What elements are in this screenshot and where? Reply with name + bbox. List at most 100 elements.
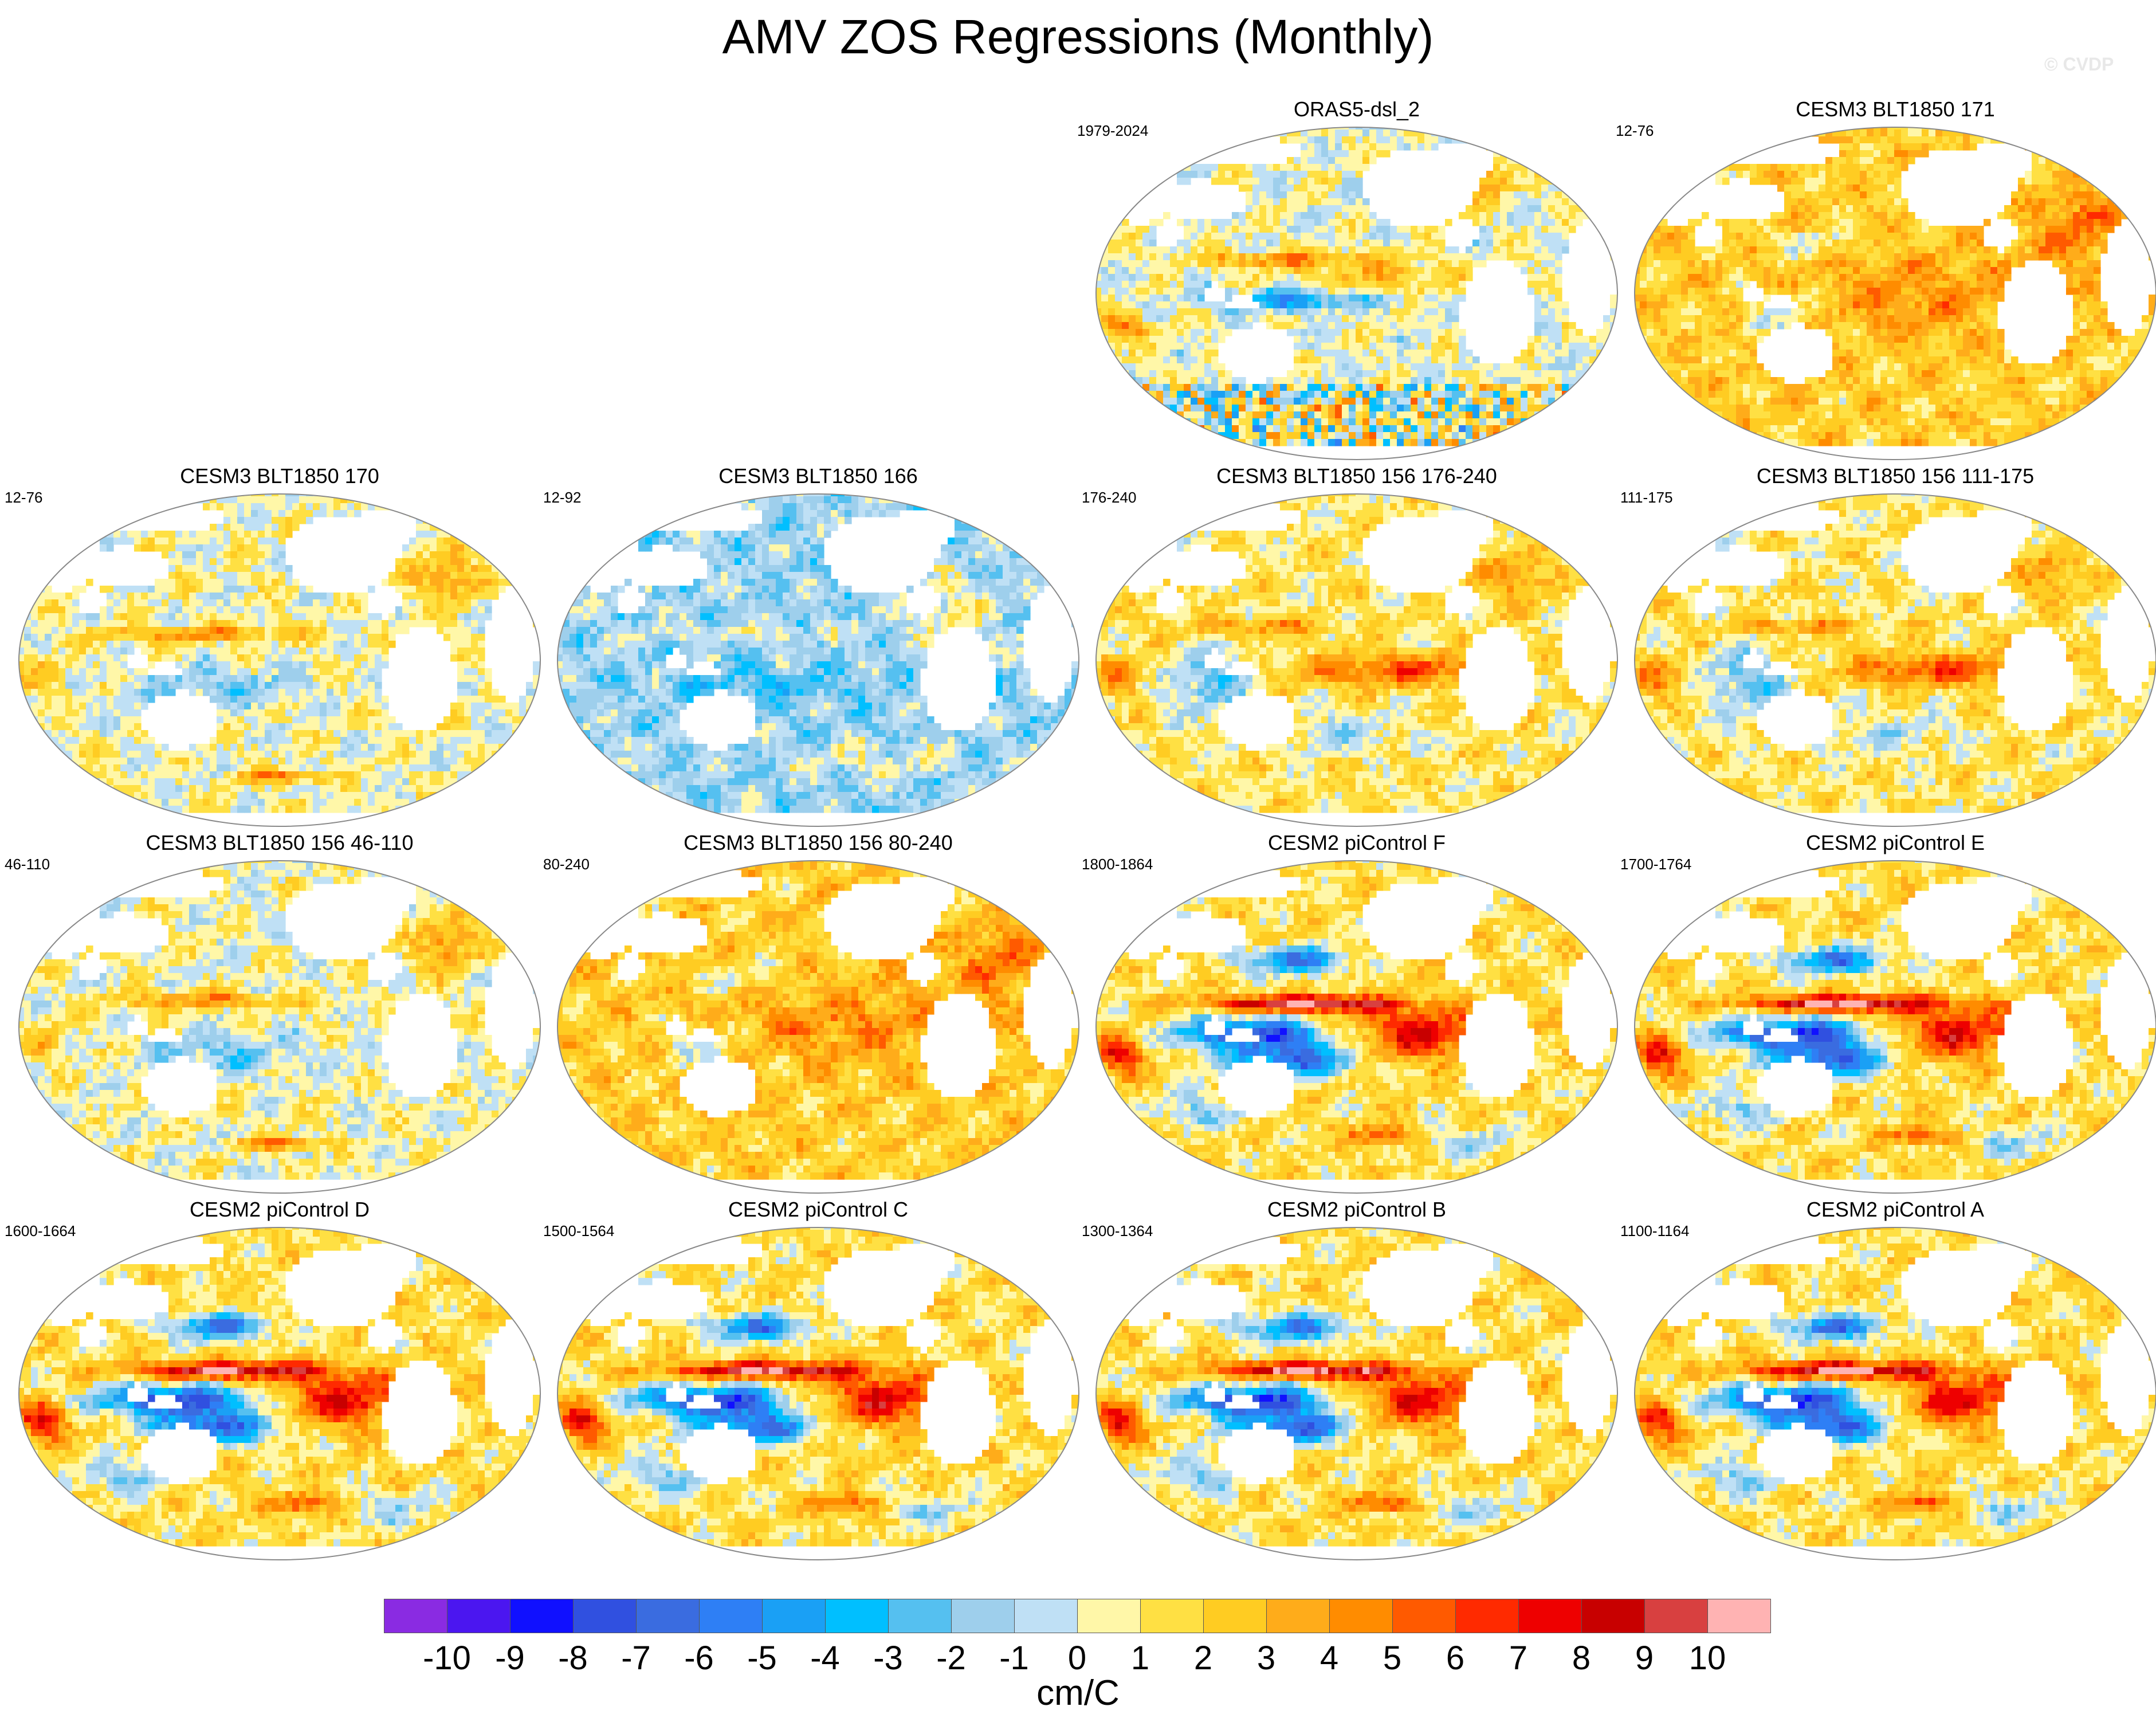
map-cell	[1548, 274, 1556, 281]
map-cell	[1839, 260, 1847, 268]
map-cell	[1894, 205, 1902, 213]
map-cell	[2149, 185, 2156, 192]
map-cell	[1424, 343, 1432, 350]
map-cell	[1956, 136, 1963, 144]
map-cell	[1259, 301, 1267, 309]
map-cell	[2114, 185, 2122, 192]
map-cell	[2066, 233, 2073, 240]
map-cell	[1667, 253, 1675, 261]
map-cell	[1582, 391, 1590, 398]
map-cell	[1170, 253, 1177, 261]
map-cell	[1860, 322, 1867, 329]
map-cell	[1177, 178, 1184, 185]
map-cell	[1411, 253, 1418, 261]
map-cell	[1356, 205, 1363, 213]
map-cell	[1825, 322, 1833, 329]
map-cell	[1887, 136, 1895, 144]
map-cell	[1397, 233, 1404, 240]
map-cell	[1880, 164, 1888, 171]
map-cell	[1452, 356, 1459, 364]
map-cell	[1874, 226, 1881, 233]
map-cell	[1880, 329, 1888, 336]
map-cell	[1617, 439, 1624, 446]
map-cell	[1314, 432, 1322, 440]
map-cell	[1635, 308, 1640, 316]
map-cell	[1438, 295, 1446, 302]
map-cell	[1314, 425, 1322, 433]
map-cell	[1328, 308, 1336, 316]
map-cell	[1356, 127, 1363, 130]
map-cell	[1369, 136, 1377, 144]
map-cell	[1915, 260, 1922, 268]
map-cell	[1163, 295, 1171, 302]
map-cell	[1383, 432, 1391, 440]
map-cell	[1541, 425, 1549, 433]
map-cell	[1729, 356, 1737, 364]
map-cell	[1307, 150, 1315, 158]
map-cell	[1218, 130, 1226, 137]
map-cell	[2059, 212, 2067, 219]
map-cell	[1582, 130, 1590, 137]
map-cell	[1839, 329, 1847, 336]
map-cell	[1163, 260, 1171, 268]
map-cell	[1764, 267, 1771, 274]
map-cell	[1096, 212, 1102, 219]
map-cell	[1459, 130, 1466, 137]
map-cell	[1259, 233, 1267, 240]
map-cell	[1874, 295, 1881, 302]
map-cell	[1218, 425, 1226, 433]
map-cell	[1569, 150, 1576, 158]
map-cell	[2039, 164, 2046, 171]
map-cell	[1887, 157, 1895, 164]
map-cell	[1294, 308, 1301, 316]
map-cell	[1674, 233, 1682, 240]
map-cell	[1507, 226, 1514, 233]
map-cell	[1177, 240, 1184, 247]
map-cell	[1376, 391, 1384, 398]
map-cell	[1874, 198, 1881, 206]
map-cell	[1362, 301, 1370, 309]
map-cell	[1376, 143, 1384, 151]
map-cell	[1507, 240, 1514, 247]
map-cell	[1617, 363, 1624, 371]
map-cell	[1825, 136, 1833, 144]
map-cell	[1314, 246, 1322, 254]
map-cell	[1915, 322, 1922, 329]
map-cell	[1839, 219, 1847, 226]
map-cell	[2004, 246, 2012, 254]
map-cell	[2032, 219, 2039, 226]
map-cell	[1383, 350, 1391, 357]
map-cell	[1479, 212, 1487, 219]
map-cell	[1472, 253, 1480, 261]
map-cell	[1349, 301, 1356, 309]
map-cell	[1949, 233, 1957, 240]
map-cell	[1743, 274, 1750, 281]
map-cell	[1576, 130, 1583, 137]
map-cell	[1819, 267, 1826, 274]
map-cell	[2039, 219, 2046, 226]
map-cell	[1177, 253, 1184, 261]
map-cell	[1280, 191, 1287, 199]
map-cell	[1177, 391, 1184, 398]
map-cell	[1596, 178, 1604, 185]
map-cell	[2135, 150, 2142, 158]
map-cell	[1184, 329, 1191, 336]
map-cell	[1232, 281, 1239, 288]
map-cell	[1466, 356, 1473, 364]
map-cell	[1729, 343, 1737, 350]
map-cell	[1445, 405, 1452, 412]
map-cell	[1417, 322, 1425, 329]
map-cell	[1867, 246, 1874, 254]
map-cell	[1356, 432, 1363, 440]
map-cell	[1764, 288, 1771, 295]
map-cell	[1798, 246, 1805, 254]
map-cell	[1445, 370, 1452, 378]
map-cell	[1582, 432, 1590, 440]
map-cell	[1349, 384, 1356, 391]
map-cell	[1342, 356, 1349, 364]
map-cell	[1702, 130, 1709, 137]
map-cell	[1349, 171, 1356, 178]
map-cell	[1397, 246, 1404, 254]
map-cell	[2052, 240, 2060, 247]
map-cell	[1096, 295, 1102, 302]
